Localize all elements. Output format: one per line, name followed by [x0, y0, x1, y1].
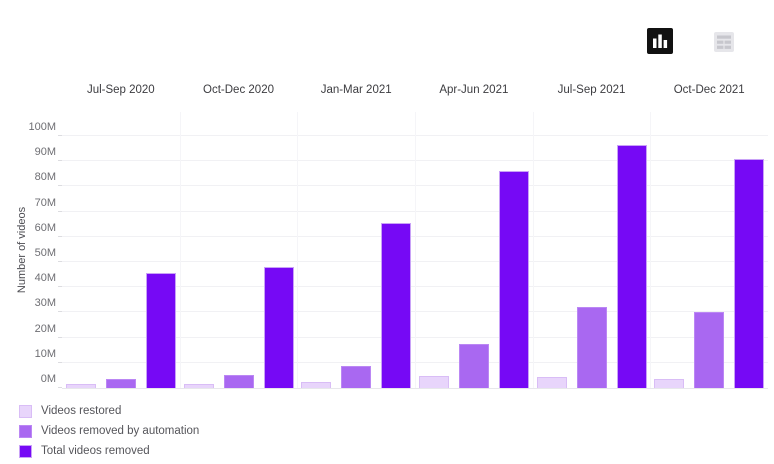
bar-groups [62, 112, 768, 388]
bar[interactable] [458, 343, 489, 388]
legend: Videos restored Videos removed by automat… [19, 401, 199, 461]
y-axis-tick-labels: 0M 10M 20M 30M 40M 50M 60M 70M 80M 90M 100M [0, 112, 56, 388]
legend-item: Total videos removed [19, 441, 199, 461]
legend-item: Videos removed by automation [19, 421, 199, 441]
bar-group [415, 112, 533, 388]
y-axis-tick [58, 261, 62, 262]
legend-swatch [19, 424, 32, 438]
bar[interactable] [654, 378, 685, 388]
bar[interactable] [498, 171, 529, 388]
legend-swatch [19, 404, 32, 418]
y-axis-tick [58, 336, 62, 338]
y-tick-label: 40M [34, 272, 56, 285]
column-separator [650, 112, 652, 388]
y-tick-label: 30M [34, 297, 56, 310]
bar[interactable] [616, 144, 647, 388]
legend-item: Videos restored [19, 401, 199, 421]
column-separator [179, 112, 181, 388]
y-tick-label: 60M [34, 221, 56, 234]
y-tick-label: 90M [34, 146, 56, 159]
y-axis-title: Number of videos [16, 206, 28, 294]
category-label: Jul-Sep 2021 [557, 84, 626, 96]
category-label: Oct-Dec 2020 [203, 84, 274, 96]
legend-label: Videos restored [41, 405, 122, 417]
bar-chart-icon [647, 28, 673, 54]
bar[interactable] [536, 377, 567, 388]
y-axis-tick [58, 311, 62, 313]
y-tick-label: 0M [40, 373, 56, 385]
bar[interactable] [576, 307, 607, 388]
plot-area [58, 112, 768, 389]
y-tick-label: 70M [34, 196, 56, 209]
bar[interactable] [183, 383, 214, 388]
y-tick-label: 80M [34, 171, 56, 184]
y-axis-tick [58, 185, 62, 187]
category-label: Jan-Mar 2021 [320, 84, 392, 96]
y-axis-tick [58, 135, 62, 136]
column-separator [297, 112, 299, 388]
bar[interactable] [341, 366, 372, 388]
bar-group [650, 112, 768, 388]
y-axis-tick [58, 160, 62, 162]
column-separator [415, 112, 416, 388]
bar-group [533, 112, 651, 388]
category-label: Apr-Jun 2021 [439, 84, 509, 96]
y-tick-label: 100M [28, 121, 56, 133]
y-axis-tick [58, 210, 62, 212]
y-axis-tick [58, 387, 62, 388]
x-axis-category-labels: Jul-Sep 2020 Oct-Dec 2020 Jan-Mar 2021 Apr-… [62, 84, 768, 96]
chart-view-button[interactable] [647, 28, 673, 54]
legend-swatch [19, 444, 32, 458]
y-tick-label: 10M [34, 347, 56, 360]
bar[interactable] [263, 267, 294, 388]
y-axis-tick [58, 235, 62, 237]
bar[interactable] [418, 376, 449, 388]
bar[interactable] [381, 222, 412, 388]
legend-label: Videos removed by automation [41, 425, 200, 437]
column-separator [532, 112, 534, 388]
y-axis-tick [58, 286, 62, 288]
bar[interactable] [694, 312, 725, 388]
category-label: Jul-Sep 2020 [86, 84, 155, 96]
y-axis-tick [58, 361, 62, 363]
y-tick-label: 50M [34, 247, 56, 259]
bar-group [180, 112, 298, 388]
bar[interactable] [734, 158, 765, 388]
legend-label: Total videos removed [41, 445, 150, 457]
bar[interactable] [301, 381, 332, 388]
bar[interactable] [145, 273, 176, 388]
bar-group [297, 112, 415, 388]
bar-group [62, 112, 180, 388]
bar[interactable] [65, 384, 96, 388]
bar[interactable] [105, 378, 136, 388]
table-icon [714, 32, 734, 52]
category-label: Oct-Dec 2021 [673, 84, 745, 96]
table-view-button[interactable] [712, 30, 736, 54]
bar[interactable] [223, 374, 254, 388]
y-tick-label: 20M [34, 322, 56, 335]
